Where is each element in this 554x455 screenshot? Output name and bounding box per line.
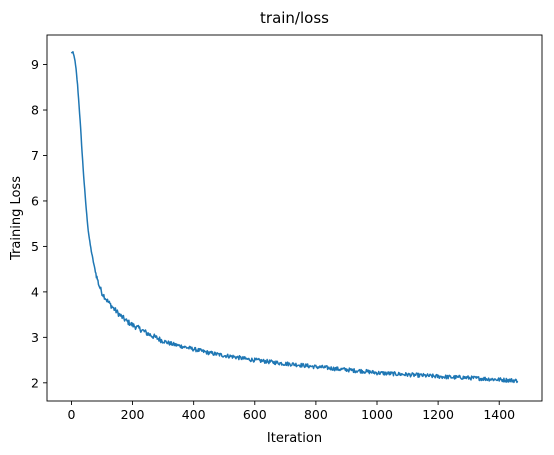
plot-area: 0 200 400 600 800 1000 1200 1400 2 3 4 5 6 7 8 9 <box>31 34 543 422</box>
y-tick-label: 8 <box>31 103 39 118</box>
chart-title: train/loss <box>260 9 329 27</box>
y-tick-label: 5 <box>31 239 39 254</box>
y-tick-label: 3 <box>31 330 39 345</box>
loss-series-line <box>70 51 519 384</box>
x-tick-label: 1200 <box>422 407 454 422</box>
y-tick-label: 9 <box>31 57 39 72</box>
x-axis-label: Iteration <box>267 431 322 446</box>
x-tick-label: 1400 <box>483 407 515 422</box>
y-tick-label: 7 <box>31 148 39 163</box>
plot-frame <box>46 34 543 402</box>
x-tick-label: 400 <box>182 407 206 422</box>
x-tick-label: 0 <box>67 407 75 422</box>
x-tick-label: 200 <box>121 407 145 422</box>
x-tick-label: 800 <box>304 407 328 422</box>
y-tick-label: 4 <box>31 284 39 299</box>
x-tick-label: 1000 <box>361 407 393 422</box>
y-axis-label: Training Loss <box>9 176 24 261</box>
x-tick-label: 600 <box>243 407 267 422</box>
y-tick-label: 2 <box>31 375 39 390</box>
y-tick-label: 6 <box>31 193 39 208</box>
